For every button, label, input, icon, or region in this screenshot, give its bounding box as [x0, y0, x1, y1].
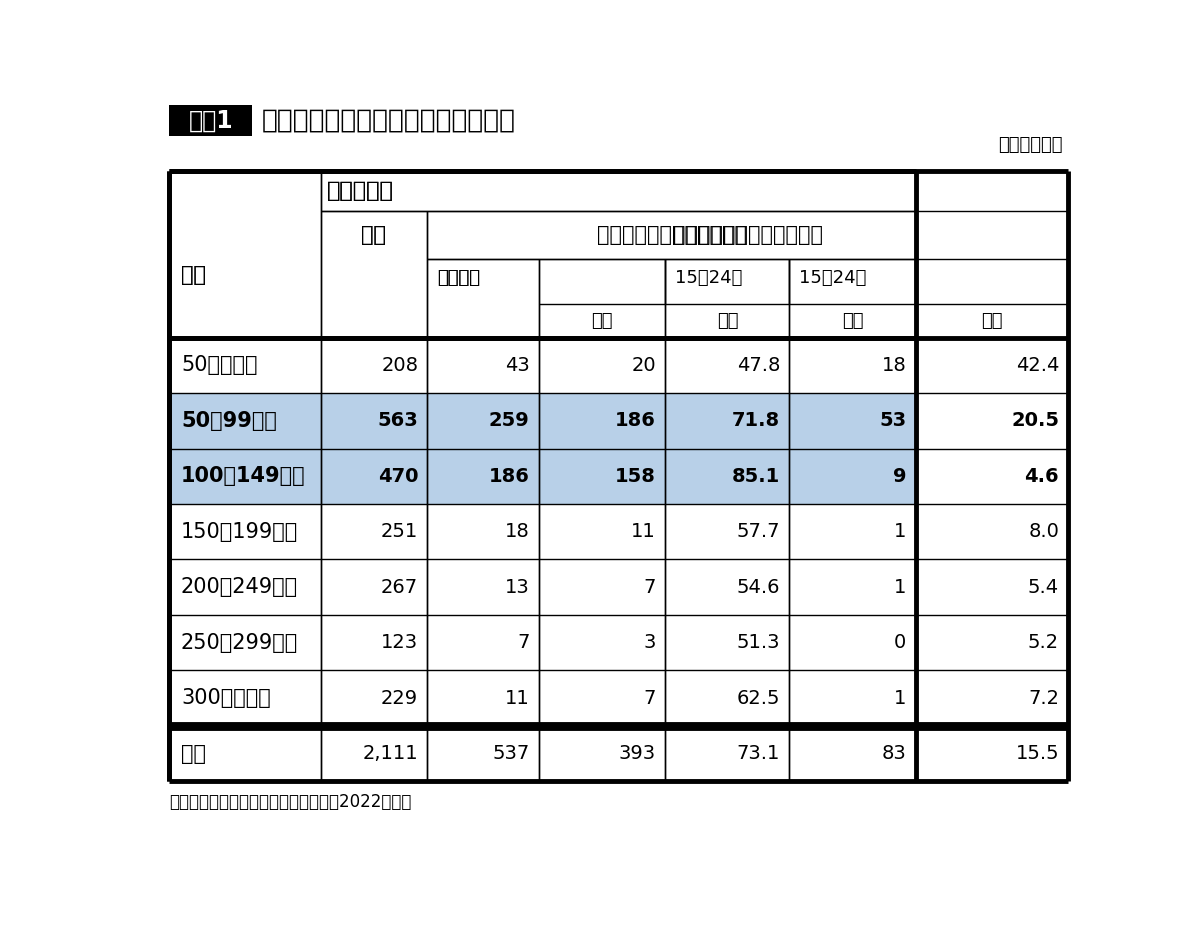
- Text: 9: 9: [893, 467, 906, 486]
- Text: 537: 537: [492, 744, 529, 763]
- Text: 11: 11: [631, 522, 656, 542]
- Text: 18: 18: [505, 522, 529, 542]
- Text: 563: 563: [377, 411, 418, 430]
- Text: 15.5: 15.5: [1015, 744, 1060, 763]
- Text: 85.1: 85.1: [732, 467, 780, 486]
- Text: 50～99万円: 50～99万円: [181, 411, 277, 431]
- Text: 7: 7: [643, 688, 656, 707]
- Text: 393: 393: [619, 744, 656, 763]
- Text: 割合: 割合: [716, 312, 738, 330]
- Text: 総数: 総数: [181, 743, 206, 763]
- Text: 229: 229: [382, 688, 418, 707]
- Text: 割合: 割合: [982, 312, 1003, 330]
- Text: 7: 7: [643, 578, 656, 597]
- Text: 158: 158: [616, 467, 656, 486]
- Text: 259: 259: [490, 411, 529, 430]
- Text: 図表1: 図表1: [188, 109, 233, 133]
- Text: 42.4: 42.4: [1015, 356, 1060, 375]
- Text: 1: 1: [894, 688, 906, 707]
- Text: 11: 11: [505, 688, 529, 707]
- Text: 186: 186: [488, 467, 529, 486]
- Text: 3: 3: [643, 634, 656, 652]
- Text: 54.6: 54.6: [737, 578, 780, 597]
- Text: 総数: 総数: [361, 225, 386, 245]
- Text: 43: 43: [505, 356, 529, 375]
- Text: 53: 53: [880, 411, 906, 430]
- Text: 1: 1: [894, 522, 906, 542]
- Text: 非正規雇用: 非正規雇用: [326, 182, 394, 202]
- Text: 5.4: 5.4: [1028, 578, 1060, 597]
- Text: 0: 0: [894, 634, 906, 652]
- Text: 51.3: 51.3: [737, 634, 780, 652]
- Text: 300万円以上: 300万円以上: [181, 688, 271, 708]
- Bar: [169, 171, 916, 781]
- Text: 470: 470: [378, 467, 418, 486]
- Bar: [169, 449, 916, 504]
- Text: 配偶者有: 配偶者有: [437, 269, 480, 288]
- Text: 割合: 割合: [841, 312, 863, 330]
- Text: 208: 208: [382, 356, 418, 375]
- Text: 8.0: 8.0: [1028, 522, 1060, 542]
- Text: 186: 186: [616, 411, 656, 430]
- Text: 20: 20: [631, 356, 656, 375]
- Text: （出所）総務省「就労構造基本調査（2022年）」: （出所）総務省「就労構造基本調査（2022年）」: [169, 793, 412, 811]
- Text: 62.5: 62.5: [737, 688, 780, 707]
- Text: 1: 1: [894, 578, 906, 597]
- Text: 総数: 総数: [361, 225, 386, 245]
- Text: 年収: 年収: [181, 264, 206, 284]
- Text: 267: 267: [382, 578, 418, 597]
- Text: 83: 83: [882, 744, 906, 763]
- Text: 200～249万円: 200～249万円: [181, 577, 298, 598]
- Text: 20.5: 20.5: [1012, 411, 1060, 430]
- Text: 150～199万円: 150～199万円: [181, 522, 299, 542]
- Text: 割合: 割合: [592, 312, 613, 330]
- Text: （万人・％）: （万人・％）: [998, 136, 1063, 154]
- Text: 5.2: 5.2: [1028, 634, 1060, 652]
- Text: 7: 7: [517, 634, 529, 652]
- Text: 13: 13: [505, 578, 529, 597]
- Text: 50万円未満: 50万円未満: [181, 355, 258, 375]
- Text: 15～24歳: 15～24歳: [799, 269, 866, 288]
- Text: 就労調整をしている非正規雇用者数: 就労調整をしている非正規雇用者数: [262, 108, 516, 134]
- Text: 71.8: 71.8: [732, 411, 780, 430]
- Text: 100～149万円: 100～149万円: [181, 466, 306, 487]
- Text: 配偶者有: 配偶者有: [437, 269, 480, 288]
- Text: 18: 18: [882, 356, 906, 375]
- Text: うち就労調整をしている数: うち就労調整をしている数: [596, 225, 746, 245]
- Text: 123: 123: [382, 634, 418, 652]
- Bar: [169, 393, 916, 449]
- Bar: [169, 105, 252, 136]
- Text: 250～299万円: 250～299万円: [181, 633, 299, 652]
- Text: 非正規雇用: 非正規雇用: [326, 182, 394, 202]
- Text: 47.8: 47.8: [737, 356, 780, 375]
- Text: 73.1: 73.1: [737, 744, 780, 763]
- Text: 年収: 年収: [181, 264, 206, 284]
- Text: うち就労調整をしている数: うち就労調整をしている数: [673, 225, 823, 245]
- Text: 57.7: 57.7: [737, 522, 780, 542]
- Text: 4.6: 4.6: [1025, 467, 1060, 486]
- Text: 251: 251: [380, 522, 418, 542]
- Text: 2,111: 2,111: [362, 744, 418, 763]
- Text: 15～24歳: 15～24歳: [674, 269, 742, 288]
- Text: 7.2: 7.2: [1028, 688, 1060, 707]
